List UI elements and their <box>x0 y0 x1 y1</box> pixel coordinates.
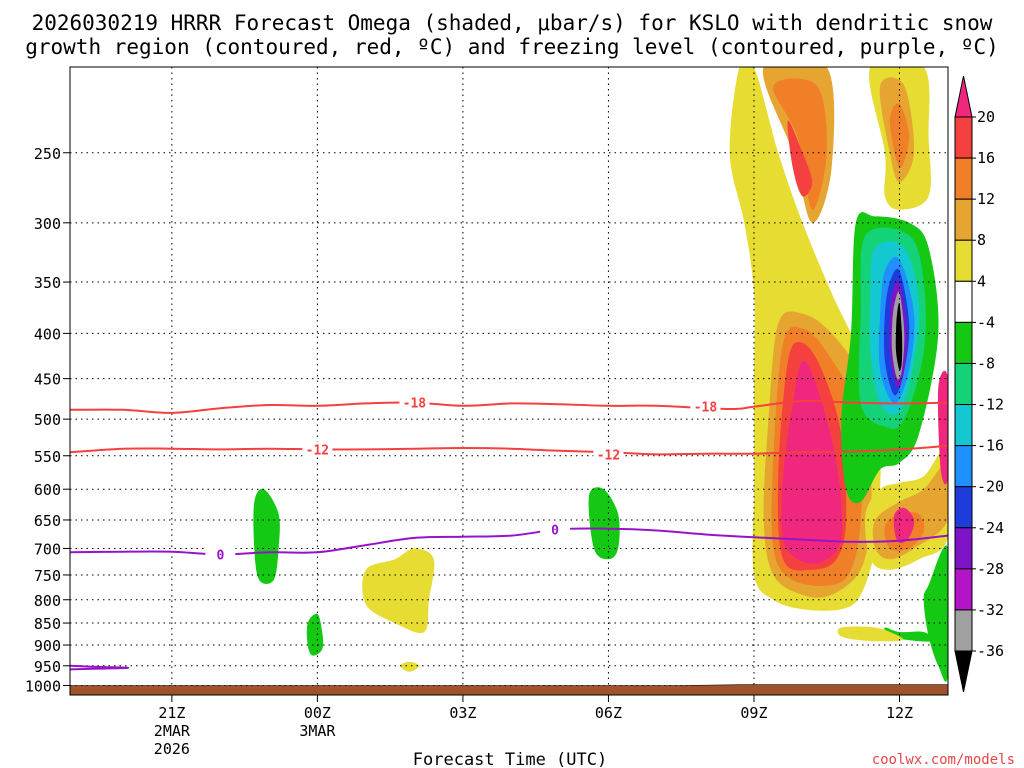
colorbar-label: -4 <box>977 313 995 331</box>
y-tick-label: 900 <box>34 637 61 655</box>
contour-label: 0 <box>216 548 224 563</box>
y-tick-label: 800 <box>34 592 61 610</box>
terrain <box>70 684 948 695</box>
colorbar-swatch <box>954 321 973 364</box>
omega-band <box>306 613 324 656</box>
x-tick-sublabel: 3MAR <box>299 722 336 740</box>
contour-label: -18 <box>694 401 718 416</box>
omega-band <box>362 548 435 634</box>
temperature-contours: -18 -18 -12 -12 0 0 <box>70 394 948 671</box>
chart-title-line-1: 2026030219 HRRR Forecast Omega (shaded, … <box>32 11 993 35</box>
colorbar-swatch <box>954 116 973 159</box>
colorbar-label: -16 <box>977 437 1004 455</box>
omega-shading <box>253 67 948 682</box>
x-tick-sublabel: 2026 <box>154 740 190 758</box>
credit-text: coolwx.com/models <box>872 752 1015 768</box>
omega-band <box>588 487 620 560</box>
colorbar-swatch <box>954 486 973 529</box>
omega-band <box>773 78 827 210</box>
contour-label: -12 <box>306 443 329 458</box>
y-tick-label: 400 <box>34 325 61 343</box>
contour-label-bg <box>399 394 430 410</box>
contour-label-bg <box>540 521 571 537</box>
colorbar-label: -24 <box>977 519 1004 537</box>
omega-band <box>893 507 915 544</box>
colorbar-label: -8 <box>977 354 995 372</box>
y-tick-label: 550 <box>34 448 61 466</box>
colorbar-swatch <box>954 157 973 200</box>
chart-title-line-2: growth region (contoured, red, ºC) and f… <box>25 35 999 59</box>
contour-line <box>70 664 130 671</box>
y-tick-label: 300 <box>34 215 61 233</box>
colorbar-label: 8 <box>977 231 986 249</box>
omega-band <box>399 661 420 672</box>
omega-band <box>837 626 904 642</box>
colorbar-swatch <box>954 609 973 652</box>
y-tick-label: 500 <box>34 411 61 429</box>
omega-band <box>889 103 910 169</box>
colorbar-label: -20 <box>977 478 1004 496</box>
contour-label-bg <box>205 546 236 562</box>
omega-band <box>895 302 903 371</box>
x-tick-sublabel: 2MAR <box>154 722 191 740</box>
contour-line <box>70 444 948 456</box>
colorbar-top-arrow <box>954 75 973 118</box>
colorbar-label: 4 <box>977 272 986 290</box>
x-tick-label: 09Z <box>740 704 767 722</box>
contour-label: 0 <box>551 523 559 538</box>
colorbar-swatch <box>954 445 973 488</box>
y-tick-label: 950 <box>34 658 61 676</box>
x-tick-label: 12Z <box>886 704 913 722</box>
colorbar-label: -28 <box>977 560 1004 578</box>
y-tick-label: 1000 <box>25 678 61 696</box>
y-tick-label: 650 <box>34 512 61 530</box>
contour-label-bg <box>593 446 624 462</box>
colorbar-swatch <box>954 404 973 447</box>
y-tick-label: 850 <box>34 615 61 633</box>
plot-frame <box>69 66 949 696</box>
colorbar-swatch <box>954 362 973 406</box>
x-axis-label: Forecast Time (UTC) <box>413 750 607 768</box>
omega-band <box>923 545 948 682</box>
omega-band <box>787 120 813 197</box>
colorbar-label: 20 <box>977 108 995 126</box>
colorbar-label: 16 <box>977 149 995 167</box>
omega-colorbar: 20 16 12 8 4 -4 -8 -12 -16 -20 -24 -28 -32 -36 <box>954 75 1004 693</box>
contour-label: -12 <box>597 448 620 463</box>
x-tick-label: 06Z <box>595 704 622 722</box>
colorbar-label: -12 <box>977 396 1004 414</box>
y-tick-label: 350 <box>34 274 61 292</box>
omega-band <box>253 488 280 584</box>
colorbar-swatch <box>954 527 973 570</box>
x-tick-label: 03Z <box>449 704 476 722</box>
colorbar-label: -32 <box>977 601 1004 619</box>
contour-label-bg <box>690 398 721 414</box>
terrain-surface <box>70 684 948 695</box>
contour-label: -18 <box>403 397 427 412</box>
x-tick-label: 21Z <box>158 704 185 722</box>
contour-line <box>70 399 948 414</box>
y-tick-label: 750 <box>34 567 61 585</box>
colorbar-label: 12 <box>977 190 995 208</box>
y-tick-label: 450 <box>34 371 61 389</box>
omega-band <box>781 360 843 564</box>
plot-area: -18 -18 -12 -12 0 0 <box>70 67 948 695</box>
colorbar-bottom-arrow <box>954 650 973 693</box>
colorbar-swatch <box>954 198 973 241</box>
colorbar-swatch <box>954 239 973 282</box>
y-tick-label: 600 <box>34 481 61 499</box>
colorbar-swatch <box>954 280 973 323</box>
pressure-axis: 250 300 350 400 450 500 550 600 650 700 750 800 850 9… <box>25 145 70 696</box>
colorbar-label: -36 <box>977 642 1004 660</box>
y-tick-label: 250 <box>34 145 61 163</box>
x-tick-label: 00Z <box>304 704 331 722</box>
y-tick-label: 700 <box>34 540 61 558</box>
colorbar-swatch <box>954 568 973 611</box>
contour-label-bg <box>302 441 333 457</box>
